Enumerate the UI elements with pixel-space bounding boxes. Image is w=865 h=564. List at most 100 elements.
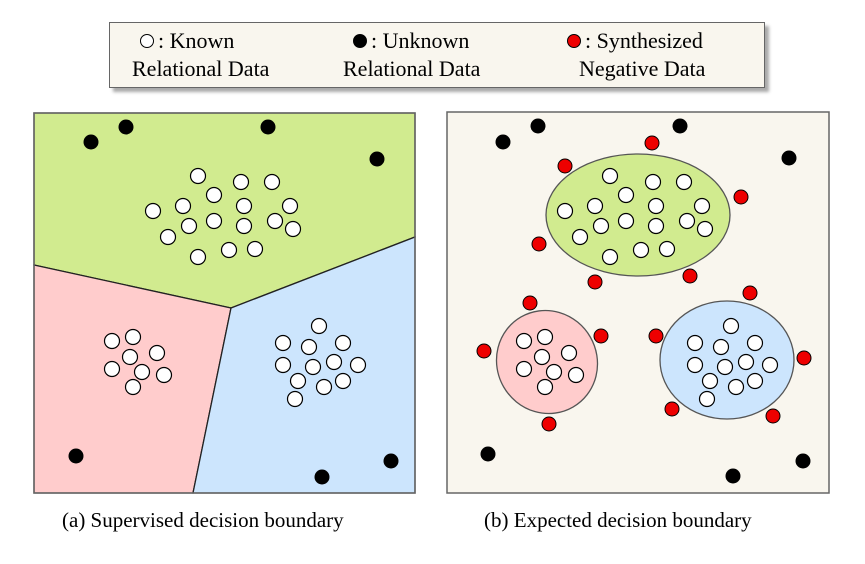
known-point — [545, 363, 563, 381]
known-point — [533, 348, 551, 366]
unknown-point — [83, 134, 99, 150]
known-point — [536, 328, 554, 346]
unknown-point — [68, 448, 84, 464]
known-point — [737, 353, 755, 371]
known-point — [617, 186, 635, 204]
known-point — [686, 334, 704, 352]
negative-point — [476, 343, 492, 359]
known-point — [284, 220, 302, 238]
known-point — [515, 360, 533, 378]
known-point — [349, 356, 367, 374]
legend-label: Relational Data — [343, 56, 481, 81]
known-point — [304, 358, 322, 376]
negative-point — [765, 408, 781, 424]
known-point — [180, 217, 198, 235]
legend-label: Negative Data — [579, 56, 706, 81]
panel-a-border — [33, 112, 416, 494]
known-point — [246, 240, 264, 258]
unknown-point — [383, 453, 399, 469]
known-point — [189, 167, 207, 185]
known-point — [274, 356, 292, 374]
red-circle-icon — [567, 33, 581, 48]
legend-item-unknown: : Unknown Relational Data — [343, 27, 480, 83]
known-point — [103, 360, 121, 378]
negative-point — [664, 401, 680, 417]
unknown-point — [781, 150, 797, 166]
legend: : Known Relational Data : Unknown Relati… — [109, 22, 765, 88]
known-point — [686, 356, 704, 374]
negative-point — [587, 274, 603, 290]
known-point — [334, 334, 352, 352]
unknown-point — [260, 119, 276, 135]
boundary-green — [545, 153, 731, 277]
negative-point — [648, 328, 664, 344]
known-point — [274, 334, 292, 352]
negative-point — [742, 285, 758, 301]
known-point — [148, 344, 166, 362]
known-point — [124, 328, 142, 346]
known-point — [220, 241, 238, 259]
known-point — [205, 186, 223, 204]
known-point — [133, 363, 151, 381]
known-point — [300, 338, 318, 356]
known-point — [334, 372, 352, 390]
known-point — [325, 353, 343, 371]
known-point — [235, 217, 253, 235]
known-point — [675, 173, 693, 191]
negative-point — [644, 135, 660, 151]
unknown-point — [725, 468, 741, 484]
known-point — [658, 240, 676, 258]
known-point — [722, 317, 740, 335]
known-point — [698, 390, 716, 408]
known-point — [159, 228, 177, 246]
negative-point — [796, 350, 812, 366]
known-point — [727, 378, 745, 396]
known-point — [174, 197, 192, 215]
legend-label: : Unknown — [371, 28, 470, 53]
known-point — [567, 366, 585, 384]
known-point — [536, 378, 554, 396]
known-point — [235, 197, 253, 215]
known-point — [632, 241, 650, 259]
known-point — [678, 212, 696, 230]
known-point — [263, 173, 281, 191]
known-point — [601, 167, 619, 185]
known-point — [712, 338, 730, 356]
caption-a: (a) Supervised decision boundary — [62, 508, 344, 532]
known-point — [601, 248, 619, 266]
unknown-point — [672, 118, 688, 134]
known-point — [103, 332, 121, 350]
known-point — [266, 212, 284, 230]
known-point — [746, 334, 764, 352]
negative-point — [531, 236, 547, 252]
known-point — [124, 378, 142, 396]
known-point — [315, 378, 333, 396]
known-point — [617, 212, 635, 230]
known-point — [310, 317, 328, 335]
unknown-point — [530, 118, 546, 134]
known-point — [189, 248, 207, 266]
known-point — [289, 372, 307, 390]
negative-point — [541, 416, 557, 432]
known-point — [560, 344, 578, 362]
known-point — [121, 348, 139, 366]
known-point — [592, 217, 610, 235]
unknown-point — [118, 119, 134, 135]
known-point — [232, 173, 250, 191]
known-point — [696, 220, 714, 238]
unknown-point — [369, 151, 385, 167]
known-point — [647, 217, 665, 235]
known-point — [746, 372, 764, 390]
caption-b: (b) Expected decision boundary — [484, 508, 752, 532]
known-point — [286, 390, 304, 408]
known-point — [586, 197, 604, 215]
negative-point — [733, 189, 749, 205]
unknown-point — [314, 469, 330, 485]
legend-label: : Known — [158, 28, 235, 53]
known-point — [205, 212, 223, 230]
unknown-point — [480, 446, 496, 462]
legend-label: Relational Data — [132, 56, 270, 81]
known-point — [701, 372, 719, 390]
legend-item-known: : Known Relational Data — [132, 27, 269, 83]
known-point — [644, 173, 662, 191]
